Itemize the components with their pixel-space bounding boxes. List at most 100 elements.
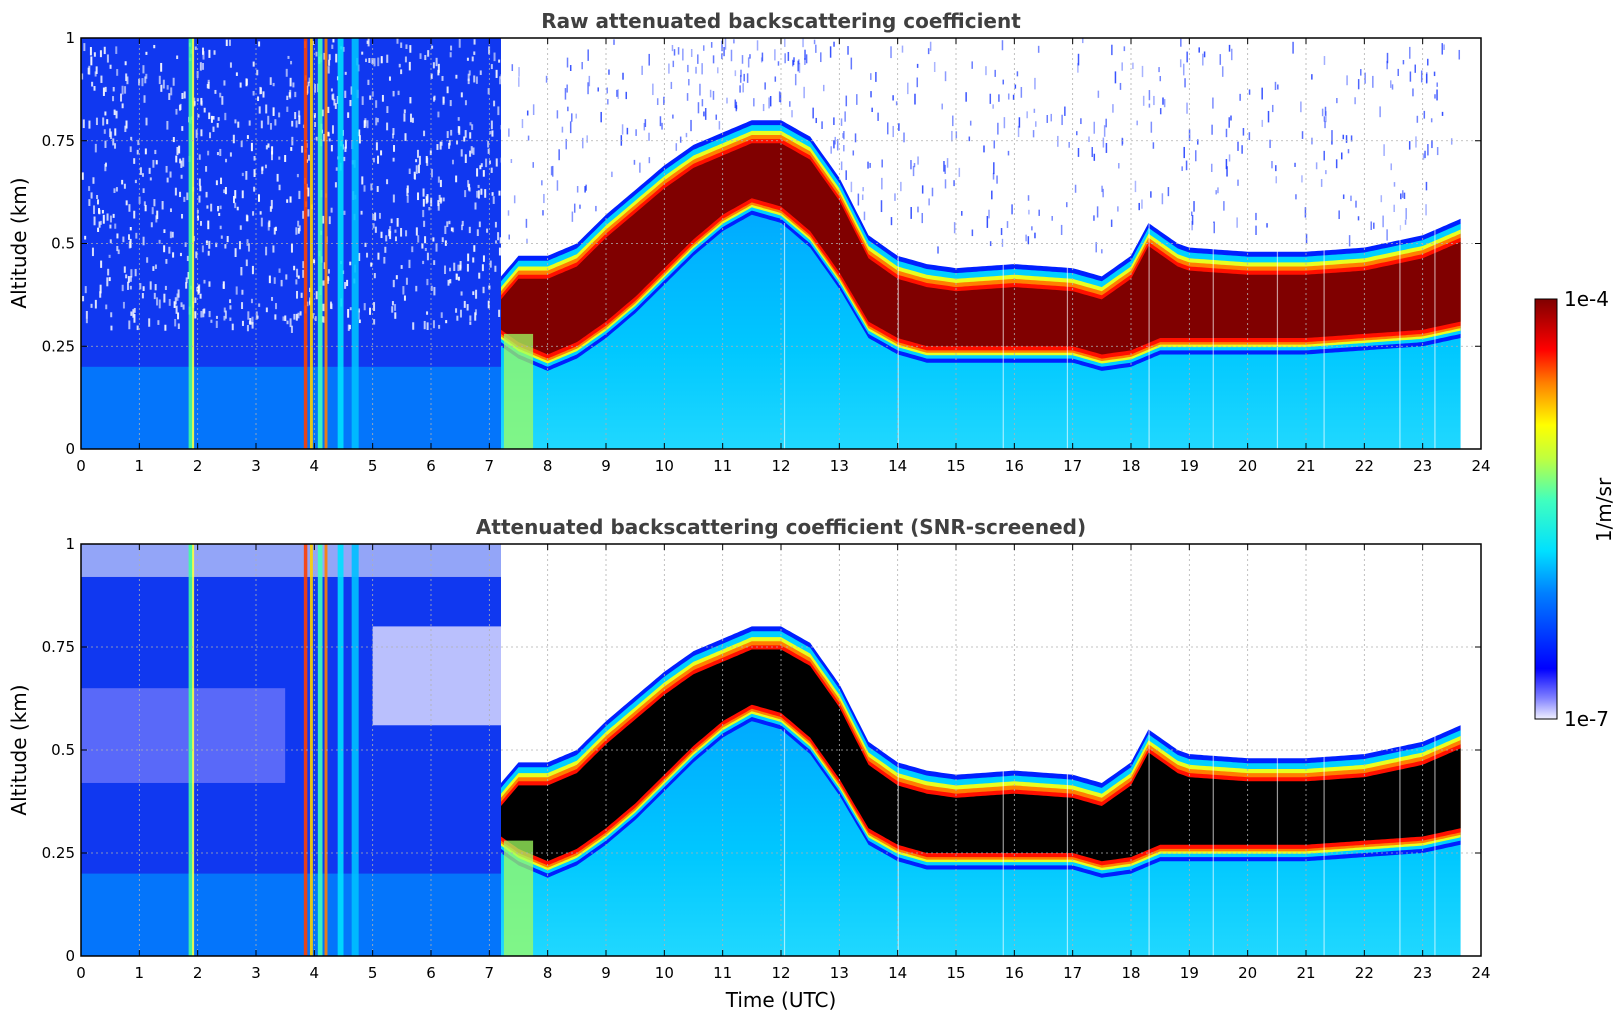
noise-speck [350,86,353,95]
noise-speck [571,211,574,222]
noise-speck [98,209,101,215]
noise-speck [1185,160,1188,171]
noise-speck [1064,106,1066,116]
noise-speck [94,71,97,77]
noise-speck [556,110,559,119]
noise-speck [327,106,330,114]
noise-speck [1434,94,1436,99]
y-tick-label: 0.5 [51,235,75,253]
noise-speck [863,211,866,221]
noise-speck [134,268,137,277]
noise-speck [489,130,492,135]
noise-speck [467,253,470,262]
noise-speck [348,324,351,330]
noise-speck [1212,97,1214,109]
noise-speck [764,82,766,90]
noise-speck [704,107,707,120]
noise-speck [91,81,94,87]
noise-speck [406,185,409,193]
noise-speck [1017,125,1020,138]
noise-speck [162,79,165,89]
noise-speck [405,230,408,237]
noise-speck [250,298,253,304]
noise-speck [437,203,440,211]
noise-speck [175,155,178,163]
noise-speck [199,62,202,71]
noise-speck [148,167,151,174]
noise-speck [953,180,955,187]
noise-speck [1382,215,1384,228]
noise-speck [1228,44,1231,52]
noise-speck [1342,134,1345,140]
noise-speck [741,55,744,64]
noise-speck [482,286,485,294]
noise-speck [145,51,148,55]
x-tick-label: 16 [1005,964,1024,982]
data-gap [1434,729,1436,956]
noise-speck [552,165,554,177]
noise-speck [1211,124,1213,135]
noise-speck [1148,103,1151,108]
noise-speck [791,59,794,67]
noise-speck [1162,97,1164,105]
noise-speck [416,149,419,158]
noise-speck [377,252,380,260]
noise-speck [944,71,947,82]
noise-speck [369,307,372,315]
noise-speck [215,242,218,248]
noise-speck [430,73,433,79]
bottom-y-axis-label: Altitude (km) [7,684,31,815]
noise-speck [342,46,345,52]
noise-speck [1415,136,1417,148]
noise-speck [769,96,772,107]
noise-speck [297,227,300,234]
noise-speck [215,315,218,319]
noise-speck [409,113,412,123]
noise-speck [165,165,168,173]
noise-speck [417,164,420,174]
noise-speck [944,179,947,189]
y-tick-label: 0.25 [42,337,75,355]
noise-speck [635,129,637,136]
noise-speck [1404,219,1407,225]
noise-speck [1357,79,1360,90]
noise-speck [1324,106,1327,116]
noise-speck [141,293,144,299]
y-tick-label: 0.75 [42,132,75,150]
noise-speck [208,281,211,287]
noise-speck [145,117,148,126]
noise-speck [371,58,374,65]
noise-speck [461,220,464,227]
noise-speck [176,55,179,60]
noise-speck [272,245,275,253]
noise-speck [286,95,289,101]
noise-speck [469,122,472,126]
noise-speck [1301,131,1304,139]
noise-speck [329,301,332,309]
noise-speck [1271,161,1273,169]
noise-speck [213,50,216,55]
noise-speck [1409,46,1411,59]
noise-speck [271,146,274,155]
noise-speck [290,325,293,333]
noise-speck [444,240,447,246]
noise-speck [108,277,111,282]
x-tick-label: 6 [426,457,436,475]
noise-speck [928,198,930,206]
noise-speck [376,118,379,123]
noise-speck [921,185,924,194]
noise-speck [261,166,264,171]
noise-speck [397,90,400,96]
noise-speck [913,163,916,168]
data-gap [1276,222,1279,449]
noise-speck [840,118,843,126]
noise-speck [756,40,759,51]
noise-speck [142,65,145,74]
noise-speck [847,46,849,55]
noise-speck [199,221,202,226]
noise-speck [375,142,378,151]
noise-speck [456,315,459,321]
noise-speck [155,160,158,165]
noise-speck [1007,93,1010,100]
noise-speck [460,149,463,157]
